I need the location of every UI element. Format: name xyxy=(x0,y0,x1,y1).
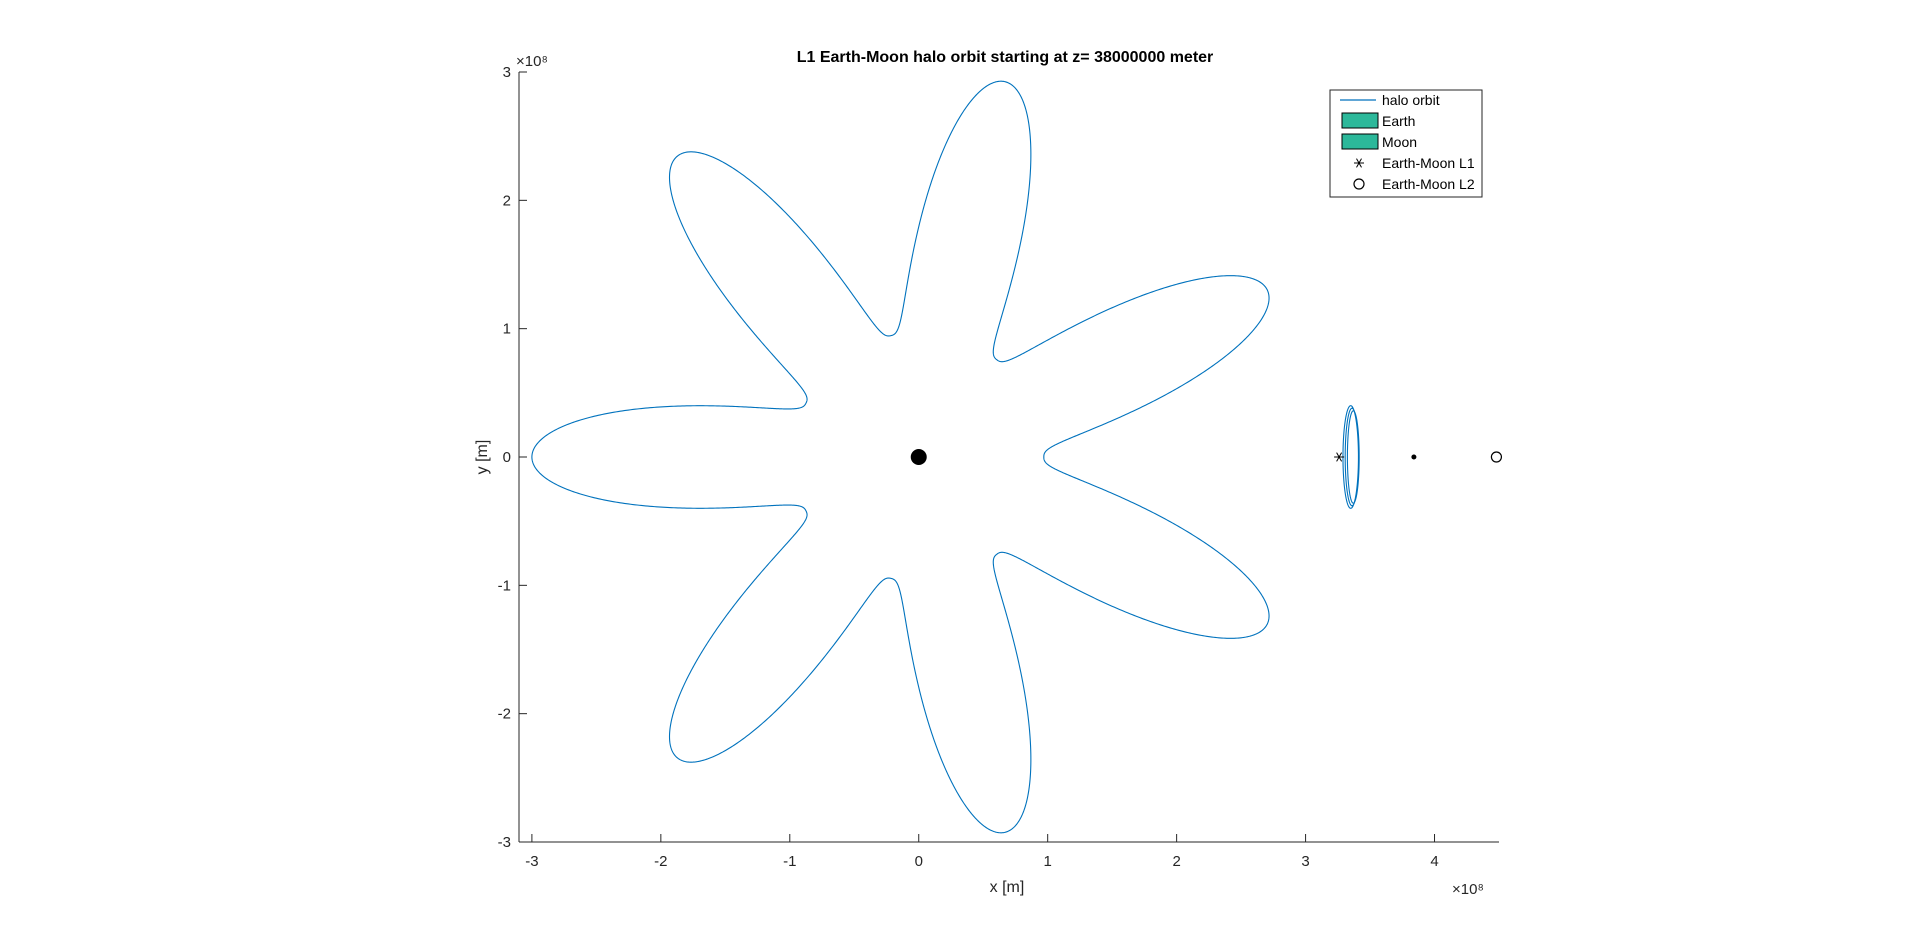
legend-label: Earth-Moon L2 xyxy=(1382,176,1475,192)
legend-item-earth: Earth xyxy=(1341,112,1415,129)
asterisk-stroke xyxy=(1336,452,1343,462)
plot-area xyxy=(531,80,1503,834)
y-tick-label: 0 xyxy=(503,449,511,466)
legend-label: Moon xyxy=(1382,134,1417,150)
legend-item-earth-moon-l1: Earth-Moon L1 xyxy=(1354,155,1475,171)
y-axis-exponent: ×10⁸ xyxy=(516,53,548,70)
earth-marker xyxy=(910,449,927,465)
body-markers xyxy=(910,449,1503,465)
halo-orbit-halo-loop xyxy=(1342,405,1360,509)
halo-orbit-series-line xyxy=(531,80,1270,834)
y-tick-label: 2 xyxy=(503,192,511,209)
x-ticks: -3 -2 -1 0 1 2 3 4 xyxy=(525,834,1439,870)
legend-patch-swatch xyxy=(1341,112,1379,129)
x-tick-label: 0 xyxy=(915,853,923,870)
x-tick-label: 1 xyxy=(1044,853,1052,870)
y-tick-label: 3 xyxy=(503,64,511,81)
earth-moon-l1-marker xyxy=(1334,452,1345,462)
y-tick-label: -1 xyxy=(498,577,511,594)
earth-moon-l2-marker xyxy=(1490,451,1503,463)
legend-asterisk-stroke xyxy=(1356,158,1362,168)
y-tick-label: -2 xyxy=(498,706,511,723)
y-ticks: -3 -2 -1 0 1 2 3 xyxy=(498,64,527,851)
x-axis-exponent: ×10⁸ xyxy=(1452,881,1484,898)
legend-item-moon: Moon xyxy=(1341,133,1417,150)
moon-marker xyxy=(1411,454,1417,460)
y-tick-label: -3 xyxy=(498,834,511,851)
legend-item-halo-orbit: halo orbit xyxy=(1340,92,1440,108)
legend-item-earth-moon-l2: Earth-Moon L2 xyxy=(1353,176,1475,192)
y-axis-label: y [m] xyxy=(474,440,491,475)
y-tick-label: 1 xyxy=(503,321,511,338)
x-tick-label: 4 xyxy=(1430,853,1438,870)
legend-label: Earth xyxy=(1382,113,1415,129)
x-axis-label: x [m] xyxy=(990,879,1025,896)
chart-title: L1 Earth-Moon halo orbit starting at z= … xyxy=(797,49,1214,66)
legend-label: halo orbit xyxy=(1382,92,1440,108)
x-tick-label: -3 xyxy=(525,853,538,870)
legend-patch-swatch xyxy=(1341,133,1379,150)
x-tick-label: 3 xyxy=(1301,853,1309,870)
x-tick-label: 2 xyxy=(1172,853,1180,870)
legend-circle-swatch xyxy=(1353,178,1365,190)
x-tick-label: -2 xyxy=(654,853,667,870)
x-tick-label: -1 xyxy=(783,853,796,870)
legend-items: halo orbit Earth Moon Earth-Moon L1 Earth-Mo… xyxy=(1340,92,1475,192)
legend-label: Earth-Moon L1 xyxy=(1382,155,1475,171)
chart-legend: halo orbit Earth Moon Earth-Moon L1 Earth-Mo… xyxy=(1329,89,1483,198)
